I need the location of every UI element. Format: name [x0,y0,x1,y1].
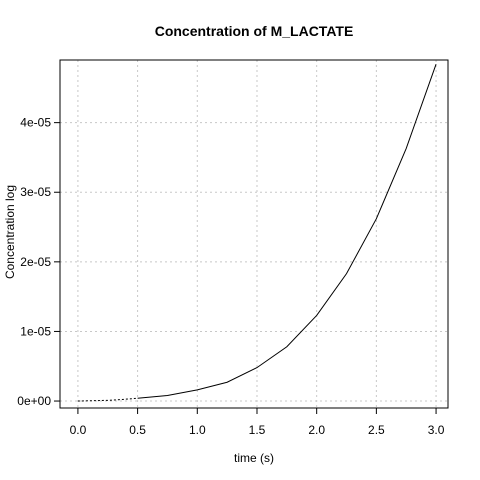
x-tick-label: 3.0 [428,423,445,437]
y-tick-label: 3e-05 [20,185,51,199]
x-tick-label: 0.0 [70,423,87,437]
x-tick-label: 1.0 [189,423,206,437]
y-axis: 0e+00 1e-05 2e-05 3e-05 4e-05 [17,116,60,408]
y-tick-label: 0e+00 [17,394,51,408]
y-tick-label: 2e-05 [20,255,51,269]
series-layer [77,64,437,402]
chart-title: Concentration of M_LACTATE [155,23,354,39]
x-tick-label: 1.5 [249,423,266,437]
x-tick-label: 2.5 [368,423,385,437]
y-tick-label: 4e-05 [20,116,51,130]
x-tick-label: 2.0 [308,423,325,437]
y-tick-label: 1e-05 [20,324,51,338]
plot-frame [59,59,449,409]
grid-lines [60,60,448,408]
series-line-start [77,397,138,402]
x-axis: 0.0 0.5 1.0 1.5 2.0 2.5 3.0 [70,408,445,437]
series-line [137,64,437,399]
y-axis-label: Concentration log [3,185,17,279]
x-axis-label: time (s) [234,451,274,465]
x-tick-label: 0.5 [129,423,146,437]
